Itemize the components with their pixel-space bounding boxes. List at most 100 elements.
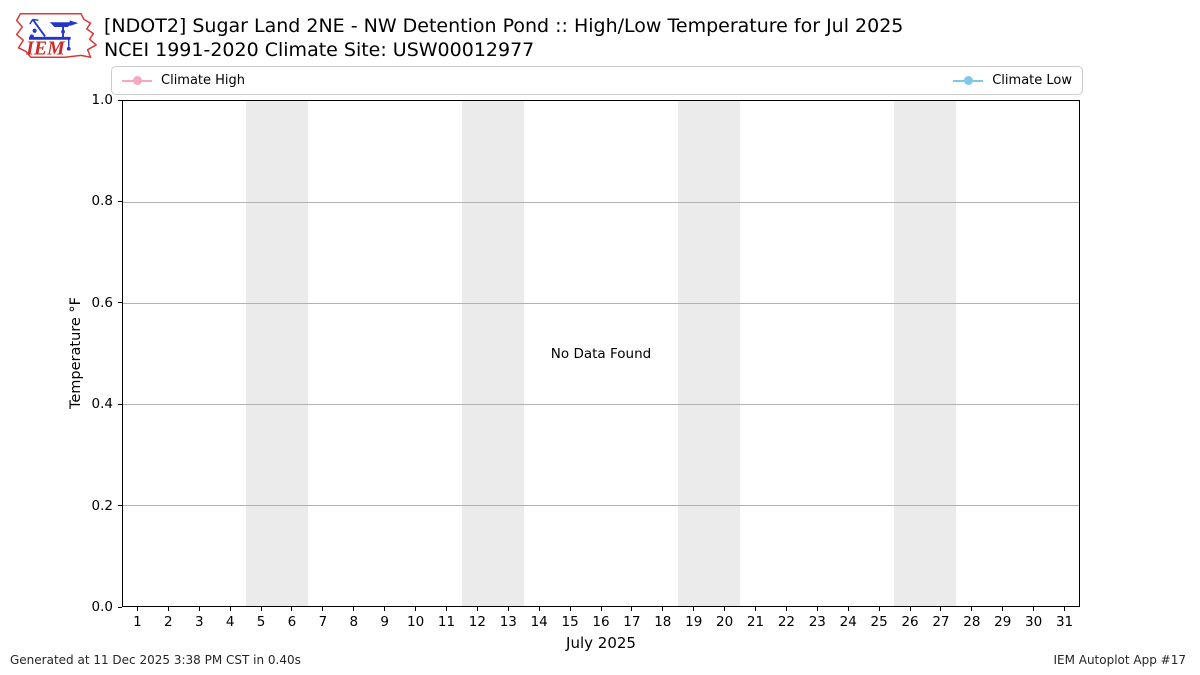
y-tick-label: 0.4	[91, 396, 113, 413]
gridline	[123, 202, 1079, 203]
x-tick-mark	[507, 607, 509, 611]
x-tick-label: 12	[468, 614, 486, 630]
x-tick-label: 5	[256, 614, 266, 630]
x-tick-mark	[940, 607, 942, 611]
x-tick-label: 20	[716, 614, 734, 630]
chart-subtitle: NCEI 1991-2020 Climate Site: USW00012977	[104, 39, 535, 61]
gridline	[123, 404, 1079, 405]
y-tick-mark	[118, 606, 122, 608]
x-tick-label: 6	[287, 614, 297, 630]
x-tick-label: 24	[839, 614, 857, 630]
x-tick-label: 3	[194, 614, 204, 630]
x-tick-label: 18	[654, 614, 672, 630]
x-tick-mark	[445, 607, 447, 611]
x-tick-label: 19	[685, 614, 703, 630]
y-tick-mark	[118, 505, 122, 507]
x-tick-label: 2	[164, 614, 173, 630]
y-tick-mark	[118, 302, 122, 304]
x-tick-mark	[724, 607, 726, 611]
y-tick-label: 0.8	[91, 193, 113, 210]
x-tick-mark	[198, 607, 200, 611]
x-tick-mark	[1064, 607, 1066, 611]
legend-label-climate-high: Climate High	[161, 73, 246, 88]
x-tick-mark	[229, 607, 231, 611]
x-tick-label: 8	[349, 614, 359, 630]
gridline	[123, 303, 1079, 304]
x-tick-mark	[785, 607, 787, 611]
x-tick-mark	[1033, 607, 1035, 611]
gridline	[123, 505, 1079, 506]
x-tick-mark	[600, 607, 602, 611]
generated-timestamp: Generated at 11 Dec 2025 3:38 PM CST in …	[10, 653, 301, 667]
weekend-band	[246, 101, 309, 606]
x-tick-mark	[353, 607, 355, 611]
y-tick-label: 0.0	[91, 599, 113, 615]
no-data-message: No Data Found	[550, 345, 652, 362]
x-tick-label: 13	[499, 614, 517, 630]
y-tick-label: 0.6	[91, 294, 113, 311]
x-tick-mark	[260, 607, 262, 611]
y-tick-mark	[118, 403, 122, 405]
x-tick-mark	[167, 607, 169, 611]
chart-title: [NDOT2] Sugar Land 2NE - NW Detention Po…	[104, 15, 904, 37]
weekend-band	[893, 101, 956, 606]
x-tick-label: 27	[932, 614, 950, 630]
iem-logo-icon: IEM	[15, 12, 97, 59]
x-tick-label: 21	[746, 614, 765, 630]
x-tick-mark	[693, 607, 695, 611]
legend: Climate High Climate Low	[111, 66, 1083, 95]
x-tick-mark	[971, 607, 973, 611]
x-tick-mark	[816, 607, 818, 611]
climate-high-marker-icon	[122, 76, 152, 85]
legend-label-climate-low: Climate Low	[992, 73, 1072, 88]
x-tick-label: 28	[963, 614, 981, 630]
x-tick-mark	[878, 607, 880, 611]
y-tick-label: 1.0	[91, 92, 113, 108]
legend-item-climate-low: Climate Low	[953, 73, 1072, 88]
x-tick-mark	[662, 607, 664, 611]
y-tick-mark	[118, 200, 122, 202]
x-tick-label: 29	[994, 614, 1012, 630]
legend-item-climate-high: Climate High	[122, 73, 245, 88]
x-tick-mark	[322, 607, 324, 611]
x-tick-label: 22	[777, 614, 795, 630]
x-tick-label: 30	[1025, 614, 1043, 630]
y-tick-label: 0.2	[91, 497, 113, 514]
x-tick-label: 1	[133, 614, 142, 630]
y-axis-label: Temperature °F	[68, 296, 84, 410]
x-tick-mark	[476, 607, 478, 611]
weekend-band	[678, 101, 740, 606]
y-tick-mark	[118, 99, 122, 101]
x-tick-label: 11	[437, 614, 456, 630]
x-tick-label: 31	[1055, 614, 1074, 630]
climate-low-marker-icon	[953, 76, 984, 85]
x-tick-mark	[847, 607, 849, 611]
x-tick-label: 17	[623, 614, 641, 630]
x-tick-label: 15	[561, 614, 579, 630]
x-tick-label: 10	[406, 614, 425, 630]
x-tick-mark	[415, 607, 417, 611]
plot-area: No Data Found	[122, 100, 1080, 607]
weekend-band	[462, 101, 524, 606]
chart-titles: [NDOT2] Sugar Land 2NE - NW Detention Po…	[104, 14, 903, 62]
x-tick-mark	[291, 607, 293, 611]
x-tick-mark	[136, 607, 138, 611]
x-tick-mark	[631, 607, 633, 611]
app-attribution: IEM Autoplot App #17	[1053, 653, 1186, 667]
x-tick-label: 16	[592, 614, 610, 630]
x-axis-label: July 2025	[566, 634, 636, 652]
x-tick-mark	[538, 607, 540, 611]
x-tick-mark	[1002, 607, 1004, 611]
x-tick-label: 26	[901, 614, 919, 630]
x-tick-label: 25	[870, 614, 888, 630]
x-tick-label: 4	[225, 614, 235, 630]
x-tick-label: 14	[530, 614, 548, 630]
x-tick-label: 23	[808, 614, 826, 630]
x-tick-mark	[755, 607, 757, 611]
x-tick-mark	[569, 607, 571, 611]
x-tick-label: 9	[380, 614, 389, 630]
logo-text: IEM	[25, 37, 66, 59]
x-tick-label: 7	[318, 614, 328, 630]
x-tick-mark	[909, 607, 911, 611]
